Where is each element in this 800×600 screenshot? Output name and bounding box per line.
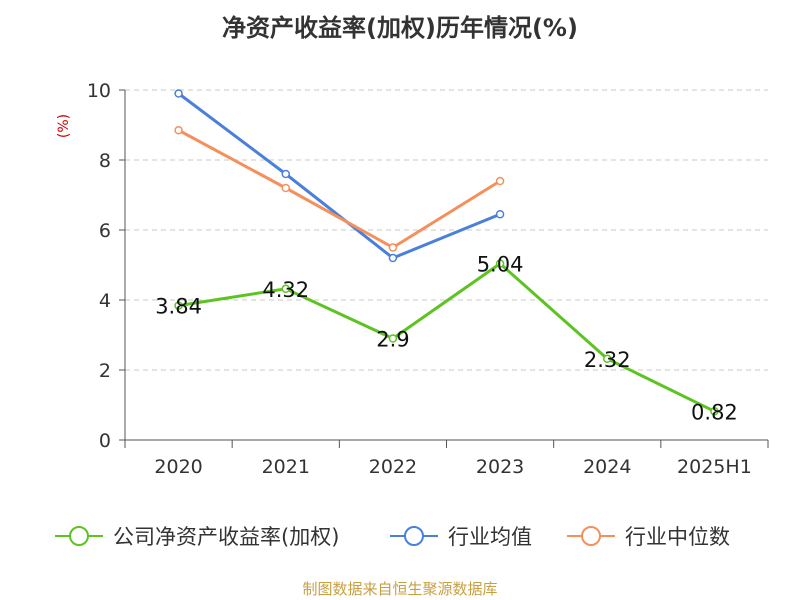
data-label: 2.9 xyxy=(376,328,409,352)
legend-label: 行业均值 xyxy=(448,525,532,549)
data-label: 4.32 xyxy=(262,278,309,302)
x-tick-label: 2025H1 xyxy=(677,456,752,478)
data-label: 2.32 xyxy=(584,348,631,372)
series-line xyxy=(177,92,501,260)
legend-label: 行业中位数 xyxy=(625,525,730,549)
data-point xyxy=(495,176,505,186)
x-tick-label: 2021 xyxy=(262,456,310,478)
x-tick-label: 2022 xyxy=(369,456,417,478)
y-tick-label: 8 xyxy=(99,150,111,172)
data-point xyxy=(174,301,183,310)
data-point xyxy=(388,334,398,343)
data-point xyxy=(495,259,505,268)
y-axis-label: (%) xyxy=(56,114,72,138)
y-tick-label: 4 xyxy=(99,290,111,312)
series-line xyxy=(178,262,716,413)
x-tick-label: 2024 xyxy=(583,456,631,478)
legend-swatch-marker xyxy=(69,526,89,546)
data-point xyxy=(281,169,290,179)
data-label: 0.82 xyxy=(691,400,738,424)
data-label: 5.04 xyxy=(477,253,524,277)
data-point xyxy=(388,243,398,252)
x-tick-label: 2023 xyxy=(476,456,524,478)
data-point xyxy=(495,210,505,219)
data-labels: 3.84 4.32 2.9 5.04 2.32 0.82 xyxy=(155,253,738,425)
data-point xyxy=(603,354,612,364)
chart-title: 净资产收益率(加权)历年情况(%) xyxy=(222,14,578,42)
legend: 公司净资产收益率(加权) 行业均值 行业中位数 xyxy=(55,525,730,549)
data-point xyxy=(710,407,719,416)
legend-label: 公司净资产收益率(加权) xyxy=(113,525,339,549)
data-label: 3.84 xyxy=(155,295,202,319)
y-tick-label: 6 xyxy=(99,220,111,242)
data-point xyxy=(174,126,183,135)
legend-swatch-marker xyxy=(581,526,601,546)
x-tick-label: 2020 xyxy=(154,456,202,478)
data-point xyxy=(281,284,290,294)
data-point xyxy=(388,253,398,263)
series-lines xyxy=(174,89,719,416)
data-point xyxy=(174,89,183,98)
source-note: 制图数据来自恒生聚源数据库 xyxy=(302,580,498,598)
y-tick-label: 2 xyxy=(99,360,111,382)
y-tick-label: 10 xyxy=(87,80,111,102)
series-line xyxy=(177,128,501,249)
data-point xyxy=(281,183,290,193)
grid-lines xyxy=(125,89,768,371)
legend-swatch-marker xyxy=(404,526,424,546)
axes: 0 2 4 6 8 10 (%) 2020 2021 2022 2023 2024 2025H1 xyxy=(56,80,769,478)
y-tick-label: 0 xyxy=(99,430,111,452)
